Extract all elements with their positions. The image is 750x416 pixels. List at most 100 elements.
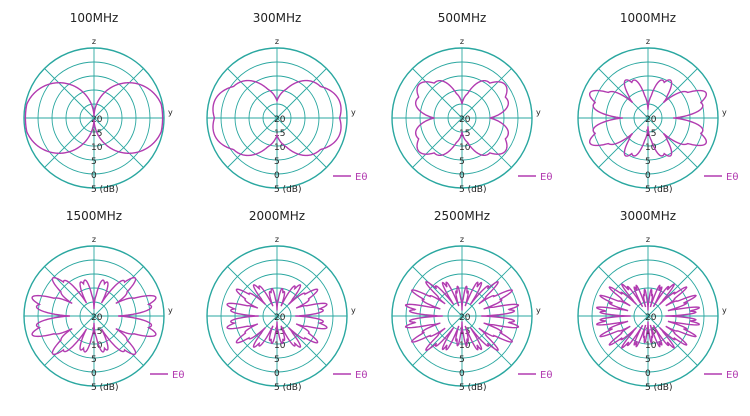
legend-label: Eθ xyxy=(355,172,367,183)
radial-tick-label: 5 (dB) xyxy=(274,185,302,195)
radial-tick-label: 0 xyxy=(91,171,97,181)
legend-label: Eθ xyxy=(540,172,552,183)
grid-spoke xyxy=(647,68,698,119)
radial-tick-label: 5 (dB) xyxy=(645,383,673,393)
legend-label: Eθ xyxy=(172,370,184,381)
radial-tick-label: 20 xyxy=(274,313,286,323)
axis-label-z: z xyxy=(646,235,650,244)
radial-tick-label: 5 xyxy=(91,355,97,365)
radial-tick-label: 5 xyxy=(645,157,651,167)
radial-tick-label: 20 xyxy=(645,313,657,323)
grid-spoke xyxy=(461,266,512,317)
grid-spoke xyxy=(93,315,144,366)
plot-title: 300MHz xyxy=(253,11,302,25)
polar-plot-7: 3000MHz z y 20 15 10 5 0 5 (dB) Eθ xyxy=(577,209,738,393)
radial-tick-label: 15 xyxy=(274,129,285,139)
radial-tick-label: 5 (dB) xyxy=(91,383,119,393)
radial-tick-label: 20 xyxy=(91,115,103,125)
polar-plot-4: 1500MHz z y 20 15 10 5 0 5 (dB) Eθ xyxy=(23,209,184,393)
grid-spoke xyxy=(412,117,463,168)
radial-tick-label: 5 (dB) xyxy=(274,383,302,393)
grid-spoke xyxy=(93,68,144,119)
grid-spoke xyxy=(227,266,278,317)
plot-title: 100MHz xyxy=(70,11,119,25)
radial-tick-label: 15 xyxy=(459,129,470,139)
polar-plot-0: 100MHz z y 20 15 10 5 0 5 (dB) xyxy=(23,11,173,195)
radial-tick-label: 5 (dB) xyxy=(459,185,487,195)
radial-tick-label: 5 xyxy=(274,157,280,167)
radial-tick-label: 10 xyxy=(459,143,471,153)
pattern-trace-e-theta xyxy=(226,284,328,348)
radial-tick-label: 5 (dB) xyxy=(645,185,673,195)
radial-tick-label: 10 xyxy=(645,143,657,153)
pattern-trace-e-theta xyxy=(212,79,342,157)
radial-tick-label: 5 xyxy=(274,355,280,365)
pattern-trace-e-theta xyxy=(31,277,157,355)
axis-label-z: z xyxy=(646,37,650,46)
legend-label: Eθ xyxy=(726,172,738,183)
radial-tick-label: 15 xyxy=(459,327,470,337)
radial-tick-label: 5 (dB) xyxy=(91,185,119,195)
pattern-trace-e-theta xyxy=(404,281,520,351)
radial-tick-label: 5 xyxy=(459,157,465,167)
grid-spoke xyxy=(276,266,327,317)
grid-spoke xyxy=(647,315,698,366)
axis-label-z: z xyxy=(92,235,96,244)
axis-label-z: z xyxy=(275,235,279,244)
radial-tick-label: 0 xyxy=(274,369,280,379)
plot-title: 2500MHz xyxy=(434,209,490,223)
radial-tick-label: 5 xyxy=(645,355,651,365)
radial-tick-label: 5 xyxy=(91,157,97,167)
axis-label-z: z xyxy=(460,235,464,244)
grid-spoke xyxy=(647,266,698,317)
grid-spoke xyxy=(461,315,512,366)
axis-label-y: y xyxy=(168,306,173,315)
grid-spoke xyxy=(598,266,649,317)
axis-label-z: z xyxy=(460,37,464,46)
grid-spoke xyxy=(461,117,512,168)
radial-tick-label: 15 xyxy=(645,129,656,139)
radial-tick-label: 10 xyxy=(645,341,657,351)
radial-tick-label: 10 xyxy=(459,341,471,351)
grid-spoke xyxy=(44,315,95,366)
grid-spoke xyxy=(647,117,698,168)
axis-label-y: y xyxy=(168,108,173,117)
axis-label-z: z xyxy=(92,37,96,46)
radial-tick-label: 0 xyxy=(459,171,465,181)
grid-spoke xyxy=(227,315,278,366)
grid-spoke xyxy=(598,117,649,168)
radial-tick-label: 0 xyxy=(91,369,97,379)
grid-spoke xyxy=(93,266,144,317)
grid-spoke xyxy=(276,117,327,168)
radial-tick-label: 0 xyxy=(459,369,465,379)
radial-tick-label: 20 xyxy=(274,115,286,125)
radial-tick-label: 5 (dB) xyxy=(459,383,487,393)
radial-tick-label: 20 xyxy=(459,313,471,323)
axis-label-y: y xyxy=(536,306,541,315)
grid-spoke xyxy=(412,68,463,119)
radial-tick-label: 10 xyxy=(274,143,286,153)
grid-spoke xyxy=(598,68,649,119)
grid-spoke xyxy=(93,117,144,168)
legend-label: Eθ xyxy=(540,370,552,381)
grid-spoke xyxy=(227,117,278,168)
pattern-trace-e-theta xyxy=(24,82,164,154)
grid-spoke xyxy=(412,315,463,366)
radial-tick-label: 10 xyxy=(274,341,286,351)
pattern-trace-e-theta xyxy=(588,79,708,157)
radial-tick-label: 5 xyxy=(459,355,465,365)
axis-label-y: y xyxy=(722,108,727,117)
radial-tick-label: 15 xyxy=(645,327,656,337)
radial-tick-label: 0 xyxy=(274,171,280,181)
pattern-trace-e-theta xyxy=(596,283,700,349)
radial-tick-label: 15 xyxy=(91,327,102,337)
polar-plot-6: 2500MHz z y 20 15 10 5 0 5 (dB) Eθ xyxy=(391,209,552,393)
plot-title: 1000MHz xyxy=(620,11,676,25)
plot-title: 2000MHz xyxy=(249,209,305,223)
grid-spoke xyxy=(598,315,649,366)
grid-spoke xyxy=(44,266,95,317)
radial-tick-label: 20 xyxy=(91,313,103,323)
grid-spoke xyxy=(227,68,278,119)
legend-label: Eθ xyxy=(726,370,738,381)
radial-tick-label: 20 xyxy=(459,115,471,125)
